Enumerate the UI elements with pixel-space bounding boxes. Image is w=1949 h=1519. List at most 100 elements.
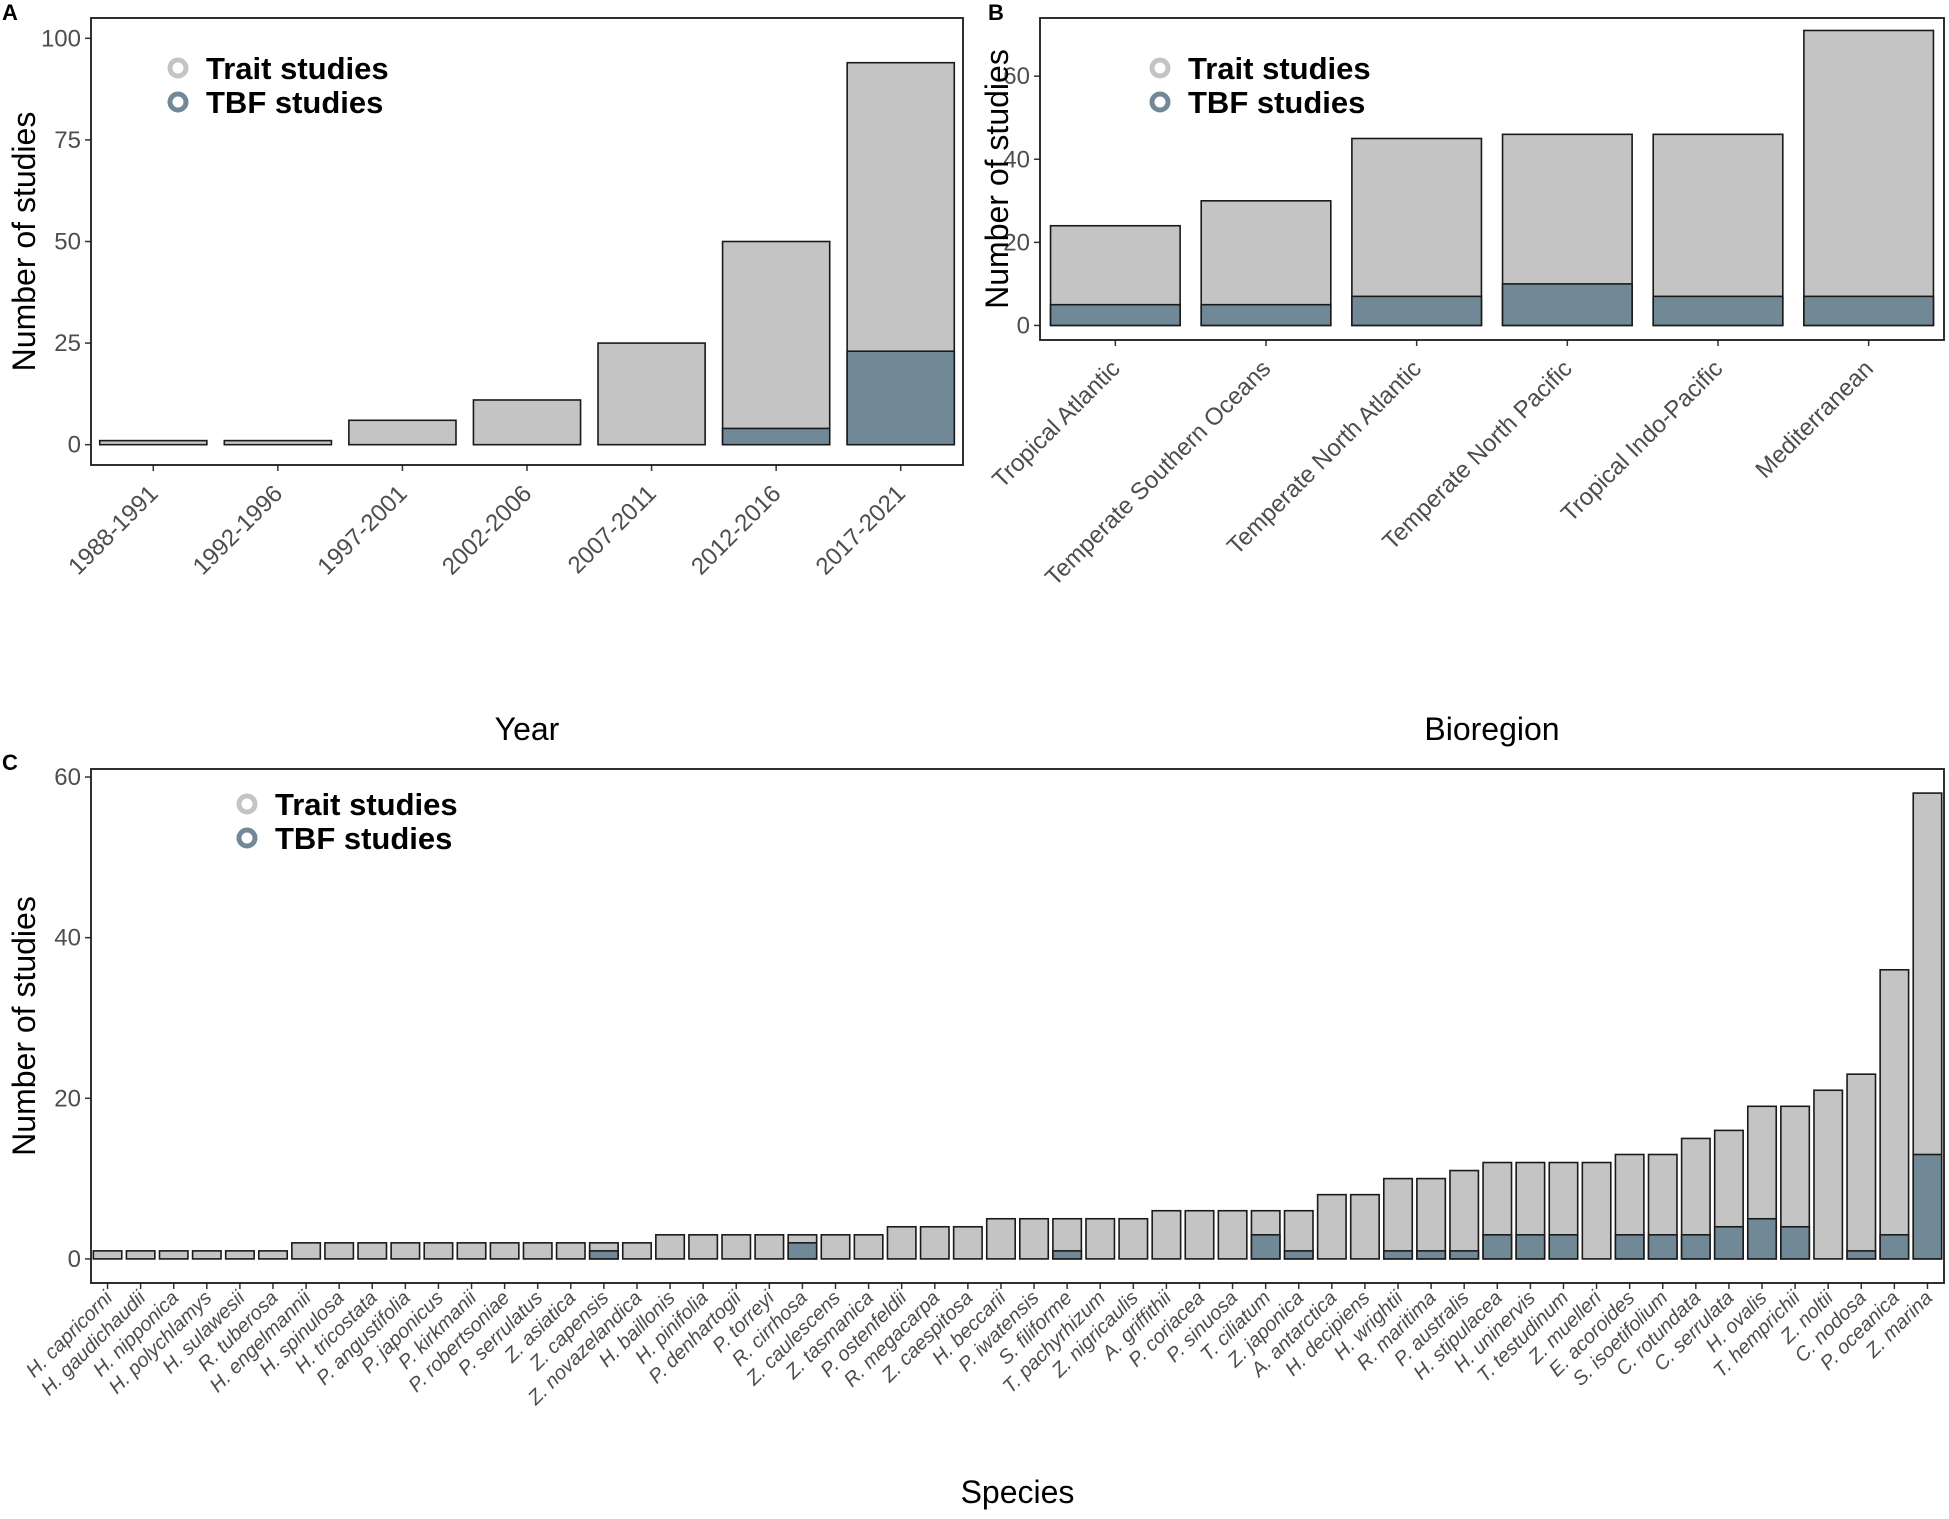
y-tick-label-b-2: 40 bbox=[1003, 146, 1030, 173]
tbf-bar-b-1 bbox=[1200, 303, 1332, 327]
tbf-legend-label-b: TBF studies bbox=[1188, 85, 1365, 120]
trait-legend-marker-c bbox=[236, 793, 258, 815]
trait-bar-c-22 bbox=[820, 1234, 851, 1260]
trait-bar-c-39 bbox=[1382, 1177, 1414, 1260]
trait-bar-c-40 bbox=[1416, 1177, 1447, 1260]
trait-bar-c-33 bbox=[1184, 1209, 1215, 1260]
trait-bar-b-5 bbox=[1803, 29, 1935, 327]
trait-bar-b-4 bbox=[1652, 133, 1784, 327]
trait-bar-c-32 bbox=[1151, 1209, 1182, 1260]
trait-bar-a-5 bbox=[721, 240, 831, 446]
trait-bar-c-26 bbox=[952, 1225, 983, 1260]
trait-bar-c-8 bbox=[357, 1242, 388, 1260]
trait-bar-c-13 bbox=[522, 1242, 553, 1260]
trait-bar-a-3 bbox=[472, 399, 582, 446]
y-tick-label-a-1: 25 bbox=[54, 330, 81, 357]
tbf-bar-b-2 bbox=[1351, 295, 1483, 327]
y-axis-title-a: Number of studies bbox=[6, 112, 42, 372]
x-tick-label-a-3: 2002-2006 bbox=[437, 480, 537, 580]
tbf-bar-c-40 bbox=[1416, 1250, 1447, 1260]
tbf-bar-c-21 bbox=[787, 1242, 818, 1260]
trait-bar-c-28 bbox=[1019, 1217, 1050, 1260]
x-tick-label-a-2: 1997-2001 bbox=[312, 480, 412, 580]
tbf-legend-label-a: TBF studies bbox=[206, 85, 383, 120]
trait-legend-marker-b bbox=[1149, 57, 1171, 79]
trait-bar-c-52 bbox=[1813, 1089, 1844, 1260]
tbf-bar-c-35 bbox=[1250, 1234, 1281, 1260]
y-axis-title-b: Number of studies bbox=[979, 49, 1015, 309]
y-axis-title-c: Number of studies bbox=[6, 896, 42, 1156]
tbf-legend-marker-a bbox=[167, 91, 189, 113]
x-tick-label-b-0: Tropical Atlantic bbox=[987, 355, 1125, 493]
tbf-bar-b-3 bbox=[1501, 283, 1633, 327]
trait-bar-c-31 bbox=[1118, 1217, 1149, 1260]
trait-bar-c-1 bbox=[125, 1250, 156, 1260]
y-tick-label-a-3: 75 bbox=[54, 127, 81, 154]
y-tick-label-b-1: 20 bbox=[1003, 229, 1030, 256]
panel-a-year-chart: 1988-1991 1992-1996 1997-2001 2002-2006 2007… bbox=[6, 17, 964, 747]
tbf-bar-a-6 bbox=[846, 350, 956, 446]
tbf-legend-marker-c bbox=[236, 827, 258, 849]
trait-legend-label-c: Trait studies bbox=[275, 787, 458, 822]
trait-bar-c-7 bbox=[324, 1242, 355, 1260]
x-tick-label-a-5: 2012-2016 bbox=[686, 480, 786, 580]
y-tick-label-b-3: 60 bbox=[1003, 63, 1030, 90]
tbf-bar-a-5 bbox=[721, 427, 831, 446]
trait-bar-c-2 bbox=[158, 1250, 189, 1260]
trait-bar-a-4 bbox=[597, 342, 706, 446]
trait-bar-c-9 bbox=[390, 1242, 421, 1260]
trait-bar-c-25 bbox=[919, 1225, 950, 1260]
trait-bar-c-11 bbox=[456, 1242, 487, 1260]
x-axis-title-b: Bioregion bbox=[1424, 711, 1559, 747]
trait-bar-c-23 bbox=[853, 1234, 884, 1260]
tbf-bar-c-43 bbox=[1515, 1234, 1546, 1260]
tbf-bar-b-4 bbox=[1652, 295, 1784, 327]
trait-bar-c-30 bbox=[1085, 1217, 1116, 1260]
tbf-legend-marker-b bbox=[1149, 91, 1171, 113]
tbf-bar-c-48 bbox=[1680, 1234, 1711, 1260]
x-axis-title-a: Year bbox=[495, 711, 560, 747]
trait-bar-a-1 bbox=[223, 439, 333, 446]
trait-bar-c-16 bbox=[621, 1242, 653, 1260]
panel-b-tag: B bbox=[988, 0, 1004, 25]
trait-bar-c-4 bbox=[224, 1250, 255, 1260]
trait-bar-c-14 bbox=[555, 1242, 586, 1260]
panel-c-tag: C bbox=[2, 750, 18, 775]
plot-border-b bbox=[1039, 17, 1945, 341]
trait-bar-c-12 bbox=[489, 1242, 520, 1260]
trait-bar-a-0 bbox=[98, 439, 208, 446]
y-tick-label-c-2: 40 bbox=[54, 925, 81, 952]
trait-bar-c-24 bbox=[886, 1225, 917, 1260]
tbf-bar-c-55 bbox=[1912, 1153, 1943, 1260]
trait-bar-c-5 bbox=[257, 1250, 289, 1260]
tbf-bar-c-49 bbox=[1713, 1225, 1744, 1260]
x-tick-label-a-6: 2017-2021 bbox=[811, 480, 911, 580]
x-tick-label-b-4: Tropical Indo-Pacific bbox=[1556, 355, 1728, 527]
trait-legend-marker-a bbox=[167, 57, 189, 79]
x-tick-label-a-4: 2007-2011 bbox=[563, 480, 662, 579]
tbf-bar-c-54 bbox=[1879, 1234, 1910, 1260]
y-tick-label-c-1: 20 bbox=[54, 1085, 81, 1112]
trait-bar-c-34 bbox=[1217, 1209, 1248, 1260]
y-tick-label-a-0: 0 bbox=[68, 432, 81, 459]
trait-bar-c-41 bbox=[1449, 1169, 1480, 1260]
tbf-bar-c-47 bbox=[1647, 1234, 1678, 1260]
y-tick-label-b-0: 0 bbox=[1017, 312, 1030, 339]
x-tick-label-b-5: Mediterranean bbox=[1750, 355, 1879, 484]
trait-bar-c-27 bbox=[985, 1217, 1016, 1260]
trait-bar-c-54 bbox=[1879, 968, 1910, 1260]
y-tick-label-a-4: 100 bbox=[41, 25, 81, 52]
tbf-bar-c-29 bbox=[1052, 1250, 1083, 1260]
x-axis-title-c: Species bbox=[961, 1474, 1075, 1510]
tbf-bar-c-42 bbox=[1482, 1234, 1513, 1260]
trait-bar-c-3 bbox=[191, 1250, 222, 1260]
tbf-bar-c-36 bbox=[1283, 1250, 1314, 1260]
trait-bar-c-18 bbox=[688, 1234, 719, 1260]
trait-bar-b-2 bbox=[1351, 137, 1483, 327]
panel-a-tag: A bbox=[2, 0, 18, 25]
